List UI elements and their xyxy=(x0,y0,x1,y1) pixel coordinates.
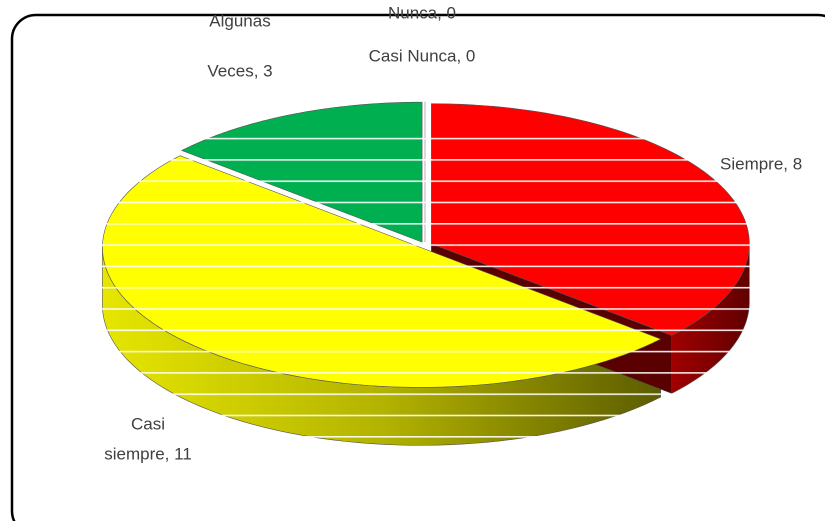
data-label: siempre, 11 xyxy=(104,444,192,463)
data-label: Veces, 3 xyxy=(207,61,272,80)
data-label: Nunca, 0 xyxy=(388,3,456,22)
stripe-overlay xyxy=(100,130,760,460)
labels: Siempre, 8 Casi siempre, 11 Algunas Veces, 3… xyxy=(104,3,802,463)
data-label: Casi Nunca, 0 xyxy=(369,46,476,65)
data-label: Casi xyxy=(131,414,165,433)
chart-frame xyxy=(10,13,825,521)
data-label: Siempre, 8 xyxy=(720,154,802,173)
data-label: Algunas xyxy=(209,11,270,30)
